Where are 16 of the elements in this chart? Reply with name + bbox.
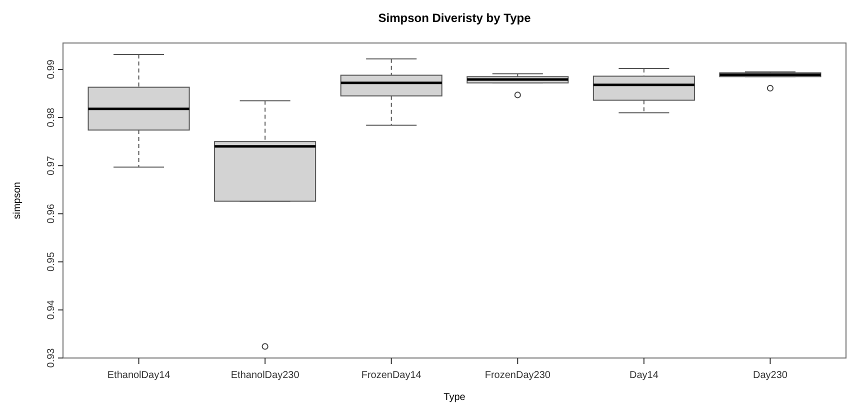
x-tick-label: FrozenDay230 (484, 370, 551, 381)
x-tick-label: EthanolDay230 (230, 370, 300, 381)
x-tick-label: Day14 (629, 370, 659, 381)
y-tick-label: 0.97 (46, 155, 57, 176)
chart-title: Simpson Diveristy by Type (378, 11, 532, 25)
y-tick-label: 0.95 (46, 252, 57, 272)
y-tick-label: 0.98 (46, 107, 57, 128)
y-tick-label: 0.93 (46, 348, 57, 368)
y-tick-label: 0.96 (46, 204, 57, 224)
x-tick-label: FrozenDay14 (361, 370, 422, 381)
x-tick-label: Day230 (752, 370, 788, 381)
y-axis-title: simpson (12, 182, 23, 220)
y-tick-label: 0.94 (46, 300, 57, 320)
x-tick-label: EthanolDay14 (107, 370, 171, 381)
y-tick-label: 0.99 (46, 59, 57, 80)
x-axis-title: Type (444, 392, 466, 403)
